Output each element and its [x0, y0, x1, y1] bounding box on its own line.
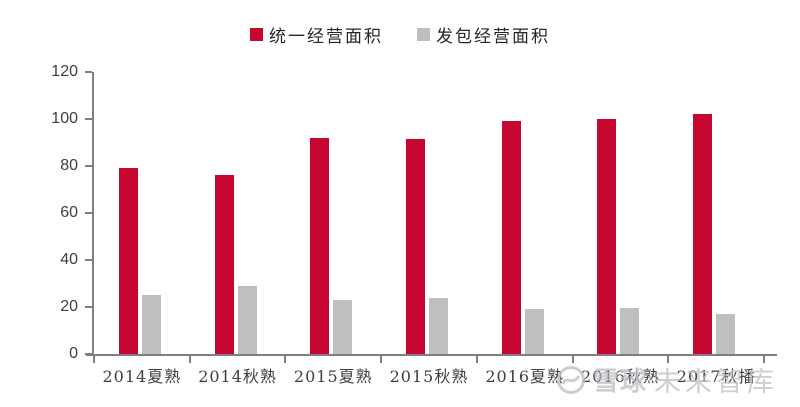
unified-area-bar: [118, 168, 138, 354]
category-group: [475, 72, 571, 354]
unified-area-bar: [597, 119, 617, 354]
y-tick-label: 120: [51, 63, 78, 80]
contracted-area-bar: [524, 309, 544, 354]
x-tick-label: 2017秋播: [676, 367, 756, 386]
x-axis-tick: [93, 356, 95, 363]
y-tick-label: 80: [60, 157, 78, 174]
legend-item-contracted: 发包经营面积: [417, 22, 550, 47]
contracted-area-bar: [620, 308, 640, 354]
x-axis-line: [86, 354, 777, 356]
y-axis-tick: [85, 165, 92, 167]
category-group: [379, 72, 475, 354]
y-tick-label: 40: [60, 251, 78, 268]
x-axis-tick: [284, 356, 287, 363]
legend-swatch-unified-icon: [250, 28, 263, 41]
x-tick-label: 2016秋熟: [581, 367, 660, 386]
x-axis-tick: [380, 356, 383, 363]
unified-area-bar: [693, 114, 713, 354]
category-group: [283, 72, 379, 354]
x-axis-tick: [667, 356, 670, 363]
x-axis-tick: [188, 356, 191, 363]
legend-item-unified: 统一经营面积: [250, 22, 383, 47]
contracted-area-bar: [237, 285, 257, 354]
x-tick-label: 2014夏熟: [102, 367, 182, 386]
category-group: [92, 72, 188, 354]
category-group: [188, 72, 284, 354]
y-axis-tick: [85, 259, 92, 261]
unified-area-bar: [501, 121, 521, 354]
unified-area-bar: [405, 138, 425, 354]
unified-area-bar: [310, 137, 330, 354]
x-axis-tick: [475, 356, 478, 363]
y-tick-label: 0: [69, 345, 78, 362]
contracted-area-bar: [333, 299, 353, 354]
x-tick-label: 2015夏熟: [293, 367, 373, 386]
y-axis-tick: [85, 71, 92, 73]
x-tick-label: 2016夏熟: [485, 367, 565, 386]
category-group: [666, 72, 762, 354]
x-tick-label: 2015秋熟: [389, 367, 469, 386]
y-axis-tick: [85, 118, 92, 120]
legend-label-contracted: 发包经营面积: [436, 27, 550, 47]
x-tick-label: 2014秋熟: [198, 367, 277, 386]
y-axis-tick: [85, 306, 92, 308]
chart-legend: 统一经营面积 发包经营面积: [0, 22, 800, 47]
unified-area-bar: [214, 175, 234, 354]
contracted-area-bar: [428, 297, 448, 354]
contracted-area-bar: [141, 295, 161, 354]
legend-label-unified: 统一经营面积: [269, 27, 383, 47]
y-axis-tick: [85, 212, 92, 214]
x-axis-tick: [763, 356, 765, 363]
y-tick-label: 20: [60, 298, 78, 315]
plot-area: 0 20 40 60 80 100 120 2014夏熟 2014秋熟 2015夏熟 2015秋熟 2…: [51, 63, 765, 386]
contracted-area-bar: [716, 314, 736, 354]
y-tick-label: 100: [51, 110, 78, 127]
y-tick-label: 60: [60, 204, 78, 221]
category-group: [571, 72, 667, 354]
x-axis-tick: [571, 356, 574, 363]
legend-swatch-contracted-icon: [417, 28, 430, 41]
